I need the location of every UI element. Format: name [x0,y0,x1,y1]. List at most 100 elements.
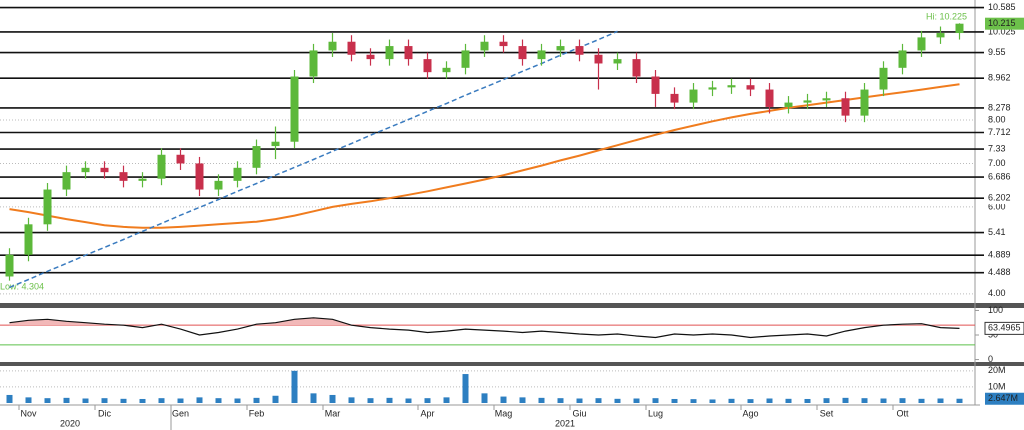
x-tick-label: Giu [572,408,586,418]
volume-bar [861,398,868,403]
volume-bar [899,398,906,403]
candle-body [119,172,128,181]
volume-tick-label: 10M [988,381,1006,391]
volume-bar [937,398,944,403]
candle-body [556,46,565,51]
x-tick-label: Dic [98,408,111,418]
volume-last-bg [985,392,1024,405]
candle-body [936,33,945,38]
level-label: 7.33 [988,143,1006,153]
volume-bar [158,398,165,403]
level-label-bg [985,266,1024,279]
candle-body [803,100,812,103]
volume-bar [804,398,811,403]
volume-bar [196,397,203,403]
volume-bar [63,397,70,403]
candle-body [651,76,660,94]
candle-body [43,189,52,225]
x-tick-label: Ott [896,408,909,418]
level-label: 6.202 [988,193,1011,203]
level-label: 8.278 [988,102,1011,112]
x-tick-label: Apr [420,408,434,418]
level-label-bg [985,46,1024,59]
x-tick-label: Lug [648,408,663,418]
candle-body [708,87,717,90]
volume-bar [614,398,621,403]
low-annotation: Low: 4.304 [0,281,44,291]
volume-bar [253,397,260,403]
candle-body [138,178,147,181]
hi-annotation: Hi: 10.225 [926,11,967,21]
rsi-tick-label: 100 [988,305,1003,315]
volume-bar [215,398,222,403]
candle-body [537,50,546,60]
volume-bar [595,398,602,403]
level-label: 10.585 [988,2,1016,12]
candle-body [81,167,90,173]
candle-body [955,23,964,34]
level-label-bg [985,171,1024,184]
candle-body [461,50,470,68]
volume-bar [842,397,849,403]
volume-bar [101,398,108,403]
level-label: 8.962 [988,73,1011,83]
x-tick-label: Feb [249,408,265,418]
panel-separator [0,362,1024,366]
volume-last-label: 2.647M [988,393,1018,403]
level-label-bg [985,72,1024,85]
volume-bar [6,394,13,403]
y-tick-label: 4.00 [988,288,1006,298]
candle-body [860,89,869,116]
volume-bar [462,374,469,403]
candle-body [24,224,33,255]
candle-body [176,154,185,164]
volume-bar [747,399,754,403]
level-label-bg [985,143,1024,156]
candle-body [252,146,261,168]
level-label-bg [985,1,1024,14]
volume-bar [139,398,146,403]
volume-tick-label: 20M [988,365,1006,375]
level-label: 7.712 [988,127,1011,137]
level-label-bg [985,192,1024,205]
rsi-last-bg [984,321,1024,335]
x-tick-label: Gen [172,408,189,418]
candle-body [404,46,413,60]
volume-bar [633,398,640,403]
candle-body [575,46,584,55]
volume-bar [177,398,184,403]
volume-bar [405,398,412,403]
level-label: 9.55 [988,47,1006,57]
level-label-bg [985,249,1024,262]
level-label-bg [985,25,1024,38]
volume-bar [766,398,773,403]
volume-bar [538,397,545,403]
candle-body [271,141,280,147]
candle-body [746,85,755,90]
candle-body [157,154,166,179]
candle-body [822,98,831,101]
y-tick-label: 8.00 [988,114,1006,124]
volume-bar [291,370,298,403]
volume-bar [671,398,678,403]
x-tick-label: Nov [20,408,37,418]
candle-body [233,167,242,181]
volume-bar [823,398,830,403]
candle-body [689,89,698,103]
candle-body [765,89,774,107]
year-label: 2020 [60,418,80,428]
volume-bar [120,398,127,403]
level-label-bg [985,226,1024,239]
volume-bar [880,398,887,403]
candle-body [499,41,508,47]
x-tick-label: Mag [495,408,513,418]
candle-body [898,50,907,68]
year-label: 2021 [555,418,575,428]
volume-bar [709,399,716,403]
volume-bar [310,393,317,403]
candle-body [100,167,109,173]
candle-body [62,172,71,190]
x-tick-label: Mar [325,408,341,418]
volume-bar [652,398,659,403]
